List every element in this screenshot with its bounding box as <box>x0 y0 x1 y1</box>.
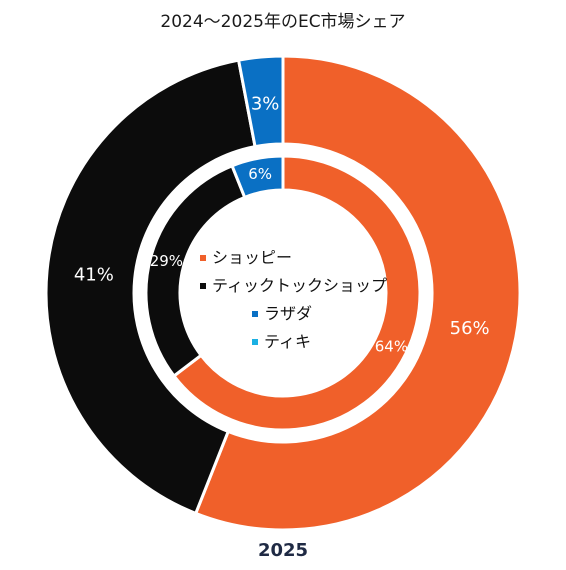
data-label-2025-lazada: 3% <box>251 93 280 114</box>
data-label-2024-tiktokshop: 29% <box>150 252 183 270</box>
chart-legend: ショッピー ティックトックショップ ラザダ ティキ <box>200 244 387 356</box>
legend-marker-lazada <box>252 311 258 317</box>
data-label-2025-shopee: 56% <box>450 318 490 339</box>
data-label-2024-lazada: 6% <box>248 165 272 183</box>
ring-label-2025: 2025 <box>258 540 308 561</box>
legend-label-tiki: ティキ <box>264 332 312 351</box>
legend-item-tiki: ティキ <box>200 328 387 356</box>
data-label-2024-shopee: 64% <box>375 338 408 356</box>
legend-item-shopee: ショッピー <box>200 244 387 272</box>
legend-label-shopee: ショッピー <box>212 248 293 267</box>
slice-2025-lazada <box>236 54 285 149</box>
data-label-2025-tiktokshop: 41% <box>74 265 114 286</box>
legend-item-tiktokshop: ティックトックショップ <box>200 272 387 300</box>
legend-label-tiktokshop: ティックトックショップ <box>212 276 388 295</box>
legend-marker-tiki <box>252 339 258 345</box>
legend-item-lazada: ラザダ <box>200 300 387 328</box>
slice-2024-lazada <box>230 154 285 200</box>
chart-title: 2024～2025年のEC市場シェア <box>160 12 406 32</box>
slice-2025-shopee <box>193 54 522 532</box>
legend-label-lazada: ラザダ <box>264 304 313 323</box>
legend-marker-shopee <box>200 255 206 261</box>
slice-2024-shopee <box>171 154 422 432</box>
slice-2025-tiktokshop <box>44 58 257 516</box>
legend-marker-tiktokshop <box>200 283 206 289</box>
